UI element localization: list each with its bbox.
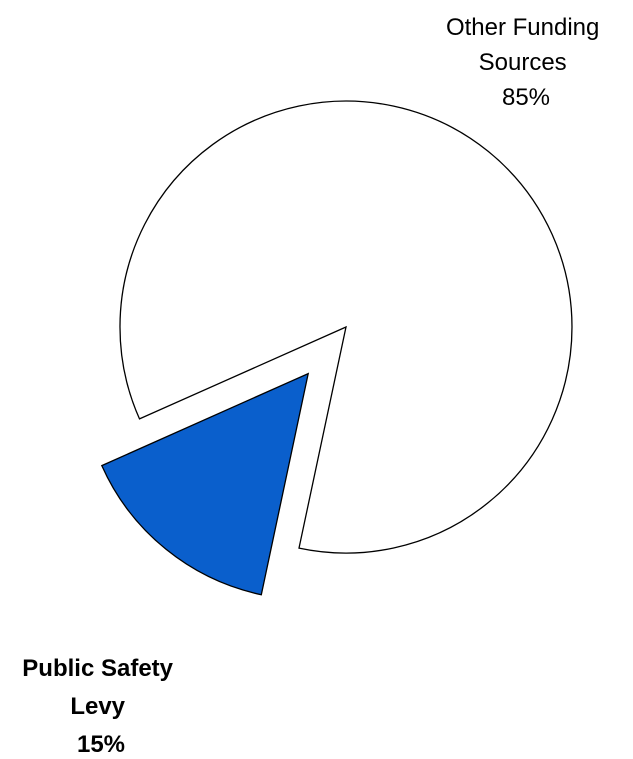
- slice-label-other-funding-sources: Other Funding Sources 85%: [446, 14, 606, 111]
- slice-label-other-percent: 85%: [502, 84, 550, 111]
- slice-label-levy-percent: 15%: [77, 731, 125, 758]
- slice-label-public-safety-levy: Public Safety Levy 15%: [22, 655, 179, 758]
- pie-slice-other-funding-sources: [119, 100, 573, 554]
- slice-label-levy-line-2: Levy: [70, 693, 125, 720]
- slice-label-levy-line-1: Public Safety: [22, 655, 173, 682]
- pie-slice-public-safety-levy: [100, 372, 310, 596]
- slice-label-other-line-2: Sources: [479, 49, 567, 76]
- slice-label-other-line-1: Other Funding: [446, 14, 599, 41]
